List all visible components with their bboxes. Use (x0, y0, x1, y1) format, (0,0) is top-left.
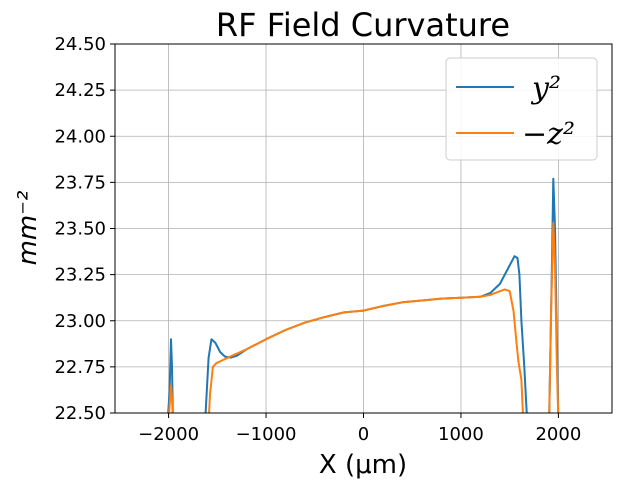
legend-label-y2: y² (530, 71, 561, 106)
y-tick-label: 22.75 (54, 357, 106, 378)
x-ticks: −2000 −1000 0 1000 2000 (138, 413, 581, 445)
y-tick-label: 24.00 (54, 126, 106, 147)
legend-label-neg-z2: −z² (522, 117, 575, 152)
legend: y² −z² (445, 57, 598, 161)
y-tick-label: 23.75 (54, 172, 106, 193)
y-axis-label: mm⁻² (13, 191, 43, 266)
series-1-line-segment-2 (548, 222, 560, 413)
x-tick-label: 2000 (535, 424, 581, 445)
x-tick-label: 1000 (438, 424, 484, 445)
plot-lines (167, 177, 560, 413)
series-1-line-segment-1 (208, 288, 524, 413)
y-tick-label: 24.25 (54, 80, 106, 101)
x-tick-label: −1000 (236, 424, 297, 445)
y-tick-label: 22.50 (54, 403, 106, 424)
y-tick-label: 24.50 (54, 34, 106, 55)
x-tick-label: 0 (358, 424, 369, 445)
y-tick-label: 23.00 (54, 311, 106, 332)
legend-frame (445, 57, 598, 161)
y-tick-label: 23.50 (54, 219, 106, 240)
x-axis-label: X (μm) (319, 450, 407, 480)
x-tick-label: −2000 (138, 424, 199, 445)
chart-title: RF Field Curvature (216, 6, 510, 44)
y-ticks: 22.50 22.75 23.00 23.25 23.50 23.75 24.00 24.25… (54, 34, 115, 424)
series-1-line-segment-0 (168, 384, 174, 413)
y-tick-label: 23.25 (54, 265, 106, 286)
